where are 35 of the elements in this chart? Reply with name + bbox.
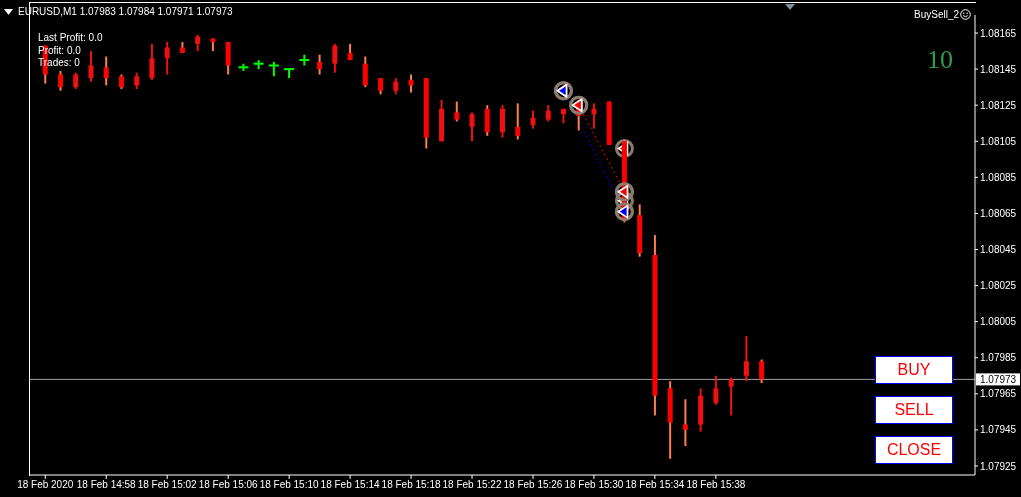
x-tick-label: 18 Feb 15:38 [686,479,746,491]
y-tick-label: 1.07965 [980,388,1017,400]
annotation: CLOSE [886,441,942,459]
button: SELL [875,396,953,424]
annotation: 10 [927,45,953,75]
x-tick-label: 18 Feb 14:58 [76,479,137,491]
x-tick-label: 18 Feb 15:18 [381,479,441,491]
x-tick-label: 18 Feb 15:02 [137,479,198,491]
y-tick-label: 1.08125 [980,99,1017,111]
annotation: BUY [897,361,931,379]
x-tick-label: 18 Feb 15:30 [564,479,624,491]
annotation: BuySell_2 [914,9,960,20]
ref-line-label: 1.07973 [979,374,1017,386]
y-tick-label: 1.08045 [980,244,1017,256]
y-tick-label: 1.08085 [980,171,1017,183]
y-tick-label: 1.08025 [980,280,1017,292]
x-tick-label: 18 Feb 15:14 [320,479,380,491]
x-tick-label: 18 Feb 15:34 [625,479,685,491]
button: CLOSE [875,436,953,464]
y-tick-label: 1.08105 [980,135,1017,147]
x-tick-label: 18 Feb 15:22 [442,479,502,491]
y-tick-label: 1.08065 [980,207,1017,219]
annotation: Last Profit: 0.0 [38,32,103,43]
x-tick-label: 18 Feb 15:10 [259,479,320,491]
x-tick-label: 18 Feb 2020 [17,479,74,491]
x-tick-label: 18 Feb 15:06 [198,479,259,491]
y-tick-label: 1.07925 [980,460,1017,472]
annotation: SELL [894,401,934,419]
y-tick-label: 1.07945 [980,424,1017,436]
button: BUY [875,356,953,384]
x-tick-label: 18 Feb 15:26 [503,479,563,491]
y-tick-label: 1.08165 [980,27,1017,39]
y-tick-label: 1.07985 [980,352,1017,364]
y-tick-label: 1.08005 [980,316,1017,328]
y-tick-label: 1.08145 [980,63,1017,75]
